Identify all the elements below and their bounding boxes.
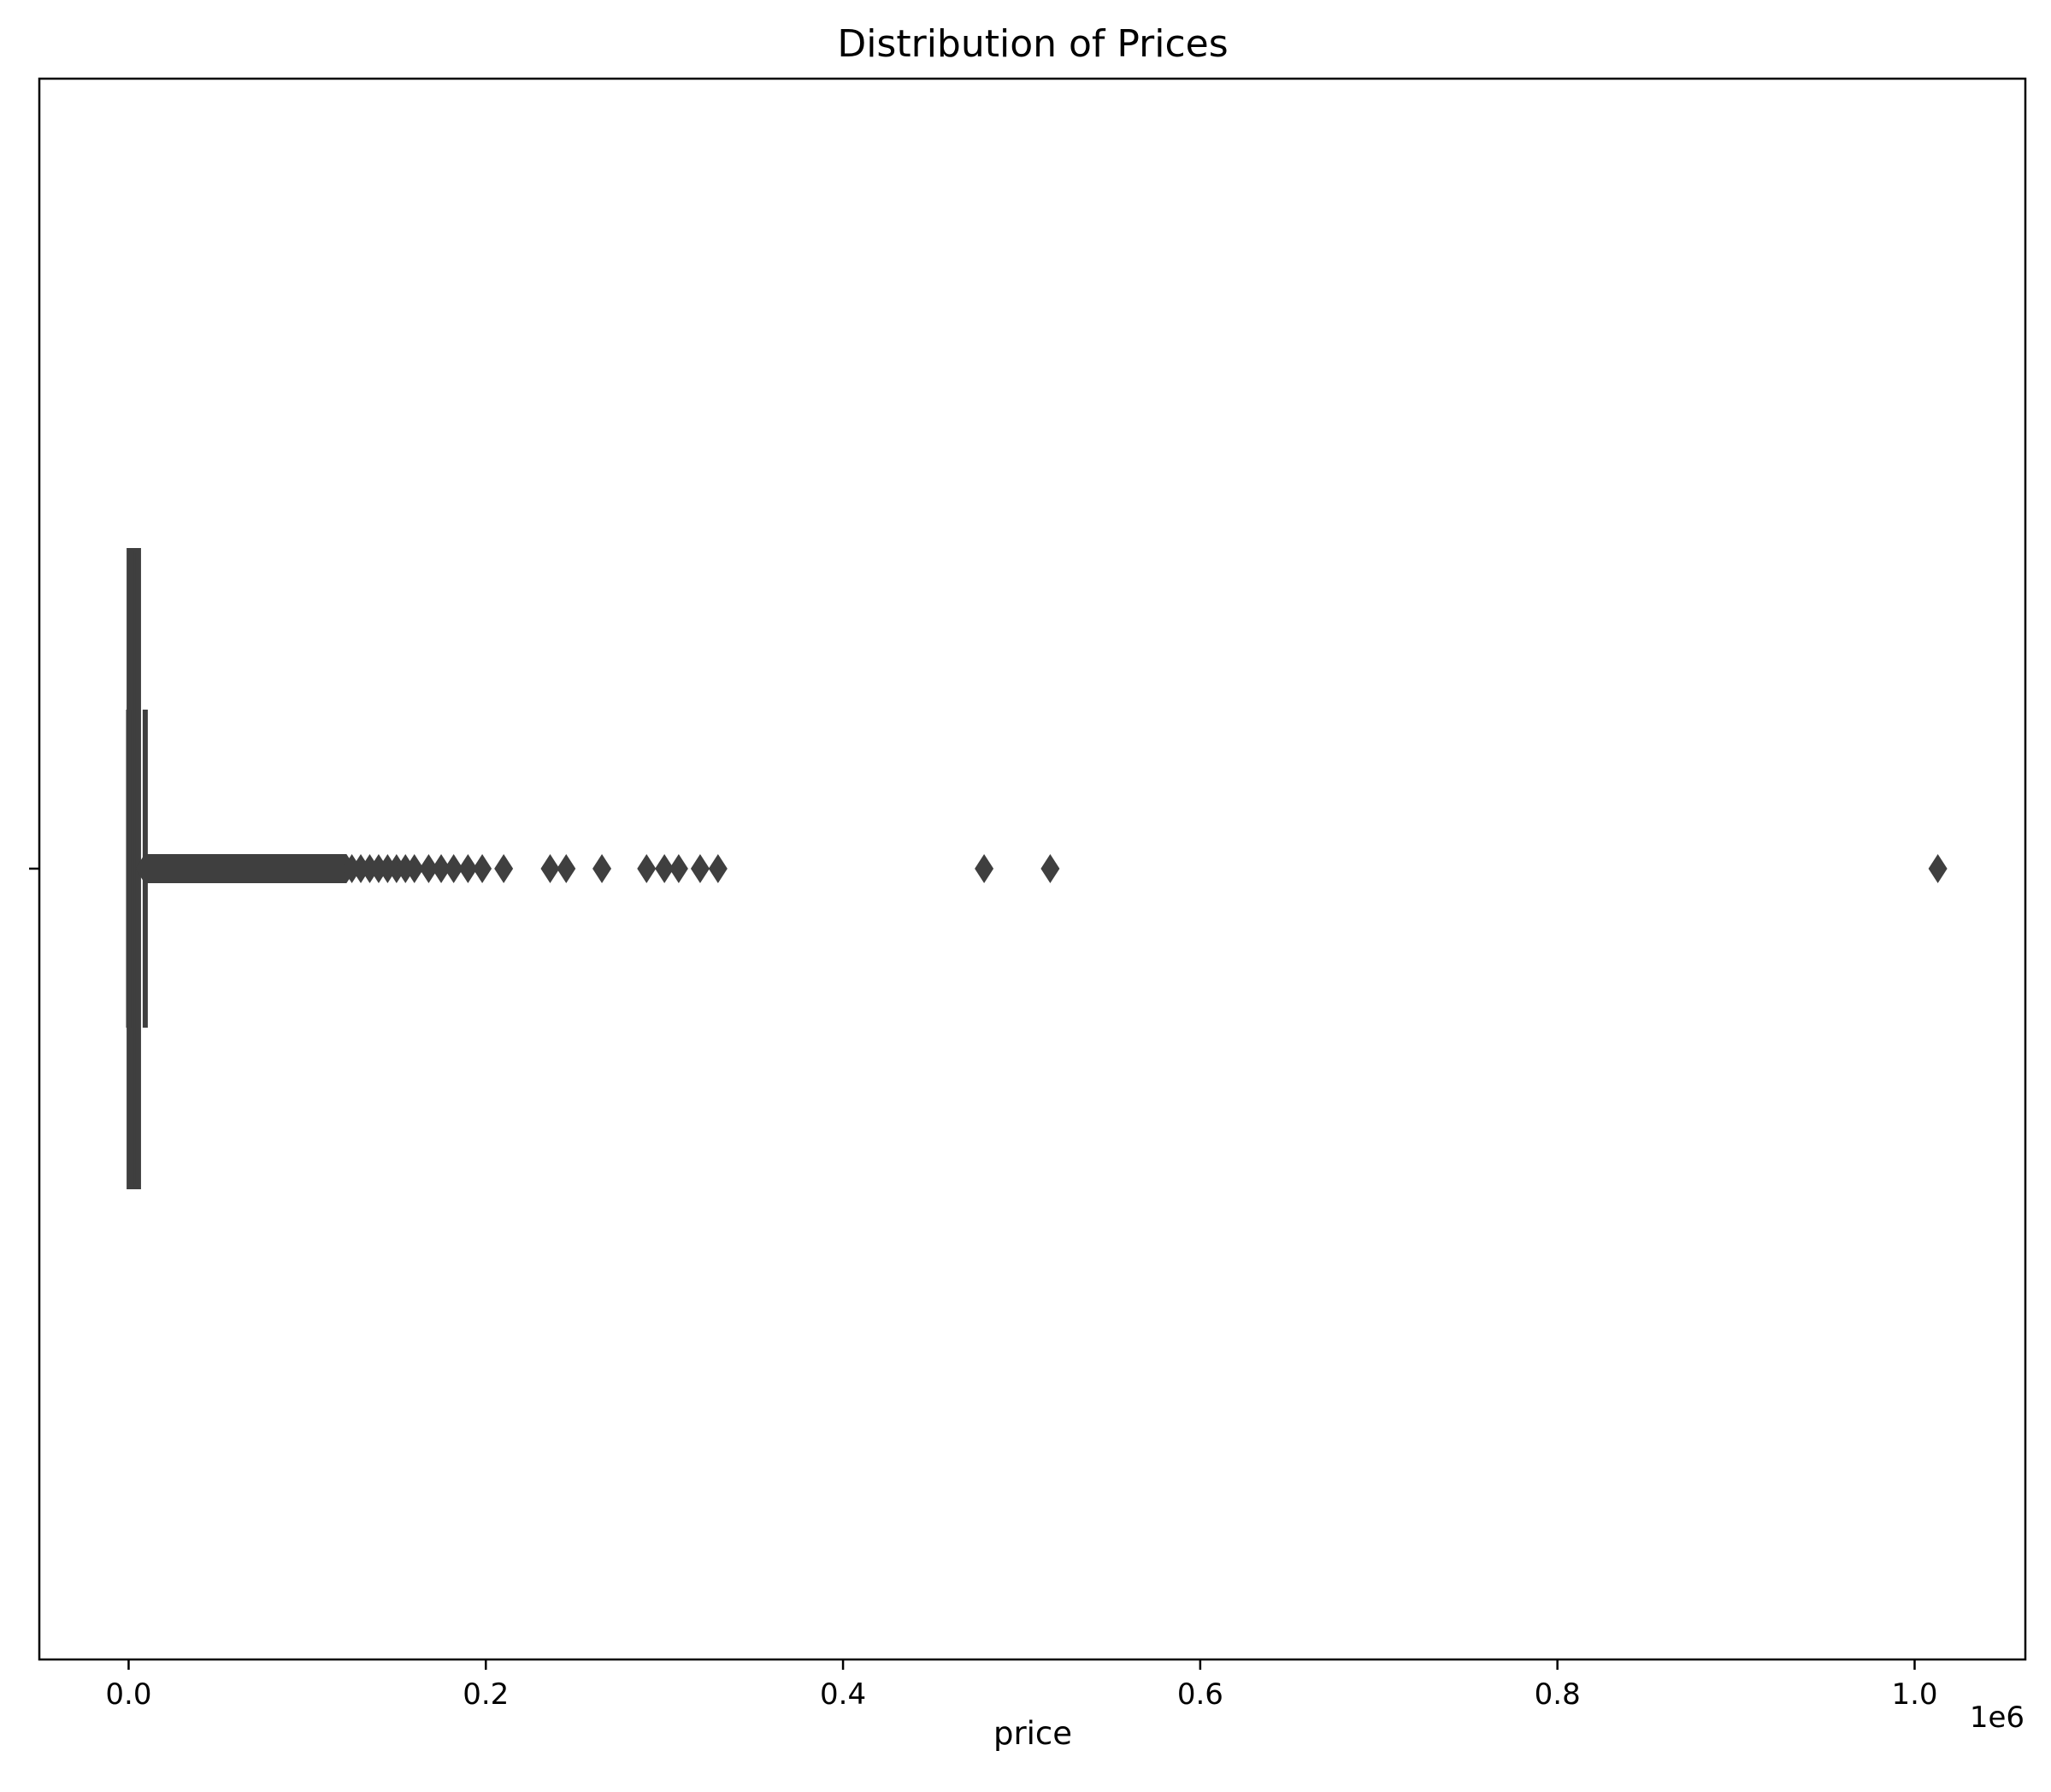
outlier-point: [637, 854, 657, 883]
outlier-point: [404, 854, 424, 883]
outlier-dense-band: [135, 854, 357, 883]
outlier-point: [669, 854, 688, 883]
outlier-point: [494, 854, 514, 883]
outlier-point: [419, 854, 439, 883]
outlier-point: [975, 854, 994, 883]
outlier-point: [444, 854, 463, 883]
outlier-point: [458, 854, 478, 883]
x-axis-offset-text: 1e6: [1970, 1701, 2024, 1735]
outlier-point: [432, 854, 451, 883]
outlier-point: [1040, 854, 1060, 883]
x-tick-label: 0.4: [820, 1677, 866, 1712]
chart-title: Distribution of Prices: [837, 22, 1228, 66]
outlier-point: [473, 854, 492, 883]
x-tick-label: 0.6: [1177, 1677, 1223, 1712]
x-tick-label: 1.0: [1891, 1677, 1937, 1712]
x-tick-label: 0.8: [1535, 1677, 1581, 1712]
x-axis: 0.0 0.2 0.4 0.6 0.8 1.0: [105, 1659, 1938, 1712]
outlier-point: [655, 854, 675, 883]
outlier-point: [1928, 854, 1948, 883]
outlier-point: [540, 854, 560, 883]
x-tick-label: 0.2: [463, 1677, 509, 1712]
x-axis-label: price: [993, 1715, 1072, 1752]
outlier-point: [557, 854, 576, 883]
x-tick-label: 0.0: [105, 1677, 151, 1712]
plot-area: [126, 548, 1948, 1189]
outlier-point: [690, 854, 710, 883]
outlier-point: [708, 854, 728, 883]
outlier-point: [592, 854, 612, 883]
